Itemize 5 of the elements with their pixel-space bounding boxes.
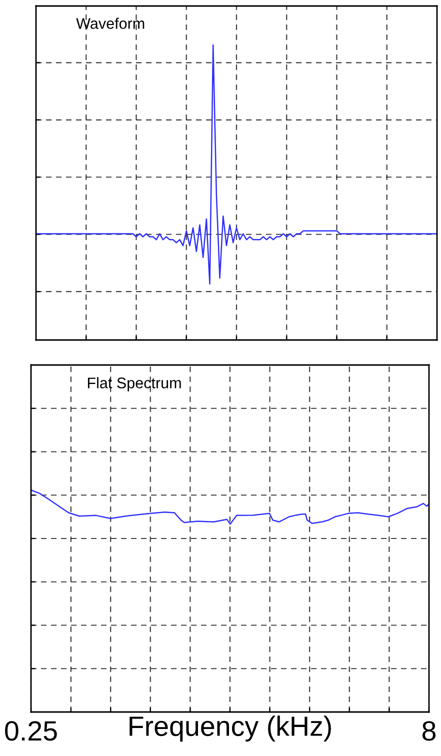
x-tick-label: 0.25 <box>5 721 57 741</box>
x-axis-title: Frequency (kHz) <box>130 716 331 742</box>
chart-title: Waveform <box>76 18 144 29</box>
chart-title: Flat Spectrum <box>88 377 181 392</box>
x-tick-label: 8 <box>422 721 436 741</box>
